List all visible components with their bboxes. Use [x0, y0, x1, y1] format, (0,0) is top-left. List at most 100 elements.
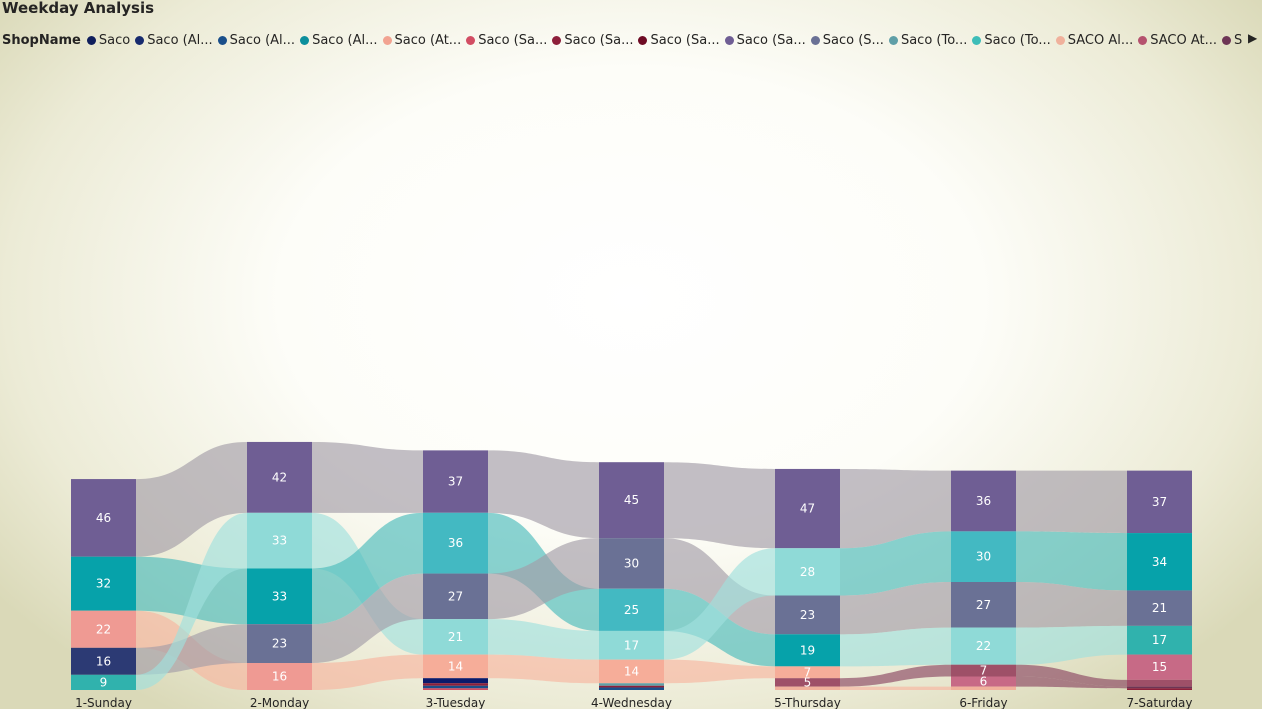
- legend-item[interactable]: Saco (To...: [888, 32, 968, 48]
- legend-item[interactable]: Saco (At...: [382, 32, 462, 48]
- legend-item[interactable]: Saco (Sa...: [466, 33, 547, 48]
- ribbon-flows: [136, 441, 1127, 690]
- ribbon-segment: [423, 678, 488, 684]
- ribbon-segment: [1127, 688, 1192, 690]
- legend-swatch-icon: [382, 35, 392, 45]
- ribbon-flow: [312, 654, 423, 690]
- data-label: 17: [1152, 633, 1167, 647]
- legend: ShopName Saco Saco (Al... Saco (Al... Saco …: [2, 31, 1242, 49]
- data-label: 14: [624, 664, 639, 678]
- data-label: 15: [1152, 660, 1167, 674]
- ribbon-flow: [136, 441, 247, 557]
- legend-item-label: Saco (To...: [900, 32, 968, 48]
- ribbon-flow: [840, 686, 951, 690]
- ribbon-segment: [951, 582, 1016, 628]
- ribbon-segment: [247, 663, 312, 690]
- ribbon-segment: [1127, 686, 1192, 689]
- ribbon-segment: [423, 450, 488, 513]
- data-label: 21: [1152, 601, 1167, 615]
- data-label: 22: [976, 639, 991, 653]
- legend-swatch-icon: [1138, 35, 1148, 45]
- data-label: 36: [448, 536, 463, 550]
- x-tick-label: 6-Friday: [959, 696, 1007, 709]
- legend-swatch-icon: [1055, 35, 1065, 45]
- legend-item-label: Saco (Sa...: [564, 32, 634, 48]
- data-label: 17: [624, 638, 639, 652]
- ribbon-segment: [951, 676, 1016, 687]
- legend-item[interactable]: Saco (Al...: [300, 33, 378, 48]
- x-tick-label: 3-Tuesday: [426, 696, 486, 709]
- ribbon-segment: [951, 686, 1016, 690]
- x-tick-label: 5-Thursday: [774, 696, 841, 709]
- data-label: 45: [624, 493, 639, 507]
- x-tick-label: 4-Wednesday: [591, 696, 672, 709]
- data-label: 19: [800, 643, 815, 657]
- legend-item-label: Saco (Sa...: [736, 32, 806, 48]
- legend-item[interactable]: Saco (Sa...: [638, 33, 720, 48]
- legend-item-label: SACO T...: [1234, 32, 1242, 48]
- legend-item[interactable]: SACO Al...: [1055, 33, 1133, 48]
- legend-swatch-icon: [86, 35, 96, 45]
- ribbon-flow: [1016, 625, 1127, 665]
- ribbon-segment: [599, 685, 664, 688]
- ribbon-flow: [664, 462, 775, 549]
- ribbon-segment: [423, 654, 488, 679]
- legend-swatch-icon: [217, 35, 227, 45]
- ribbon-flow: [1016, 582, 1127, 628]
- legend-title: ShopName: [2, 32, 81, 48]
- ribbon-segment: [775, 678, 840, 687]
- data-label: 30: [976, 550, 991, 564]
- legend-item-label: Saco: [98, 32, 131, 48]
- data-label: 42: [272, 470, 287, 484]
- ribbon-segment: [599, 683, 664, 686]
- data-label: 5: [804, 675, 812, 689]
- legend-item[interactable]: Saco (Sa...: [552, 33, 633, 48]
- data-label: 25: [624, 603, 639, 617]
- ribbon-segment: [71, 556, 136, 611]
- ribbon-segment: [951, 531, 1016, 582]
- ribbon-segment: [423, 573, 488, 620]
- legend-item[interactable]: SACO At...: [1138, 33, 1217, 48]
- ribbon-segment: [1127, 470, 1192, 534]
- ribbon-flow: [840, 582, 951, 635]
- legend-item[interactable]: Saco (To...: [972, 32, 1051, 48]
- ribbon-flow: [1016, 664, 1127, 687]
- legend-item-label: Saco (At...: [394, 32, 462, 48]
- scroll-right-arrow-icon[interactable]: ▶: [1248, 31, 1258, 45]
- ribbon-flow: [136, 512, 247, 690]
- ribbon-segment: [775, 595, 840, 635]
- ribbon-segment: [951, 627, 1016, 665]
- ribbon-flow: [312, 573, 423, 663]
- data-label: 9: [100, 675, 108, 689]
- ribbon-segment: [1127, 679, 1192, 687]
- legend-item[interactable]: SACO T...: [1222, 33, 1242, 48]
- ribbon-segment: [775, 548, 840, 596]
- ribbon-segment: [599, 659, 664, 684]
- ribbon-flow: [1016, 470, 1127, 534]
- ribbon-segment: [423, 512, 488, 574]
- legend-item[interactable]: Saco (Sa...: [724, 32, 806, 48]
- legend-item[interactable]: Saco (Al...: [135, 33, 213, 48]
- ribbon-flow: [840, 627, 951, 667]
- ribbon-segment: [599, 687, 664, 690]
- data-label: 32: [96, 577, 111, 591]
- ribbon-flow: [840, 468, 951, 549]
- data-label: 7: [980, 664, 988, 678]
- ribbon-flow: [840, 664, 951, 687]
- legend-swatch-icon: [1222, 35, 1232, 45]
- ribbon-segment: [599, 630, 664, 660]
- legend-item[interactable]: Saco: [86, 32, 131, 48]
- x-tick-label: 2-Monday: [250, 696, 309, 709]
- legend-swatch-icon: [724, 35, 734, 45]
- data-label: 27: [448, 589, 463, 603]
- data-label: 36: [976, 494, 991, 508]
- legend-item[interactable]: Saco (S...: [810, 33, 884, 48]
- legend-item[interactable]: Saco (Al...: [217, 33, 295, 48]
- data-label: 16: [272, 670, 287, 684]
- legend-swatch-icon: [638, 35, 648, 45]
- data-label: 7: [804, 665, 812, 679]
- legend-item-label: Saco (To...: [984, 32, 1051, 48]
- ribbon-flow: [312, 441, 423, 513]
- ribbon-segment: [599, 588, 664, 631]
